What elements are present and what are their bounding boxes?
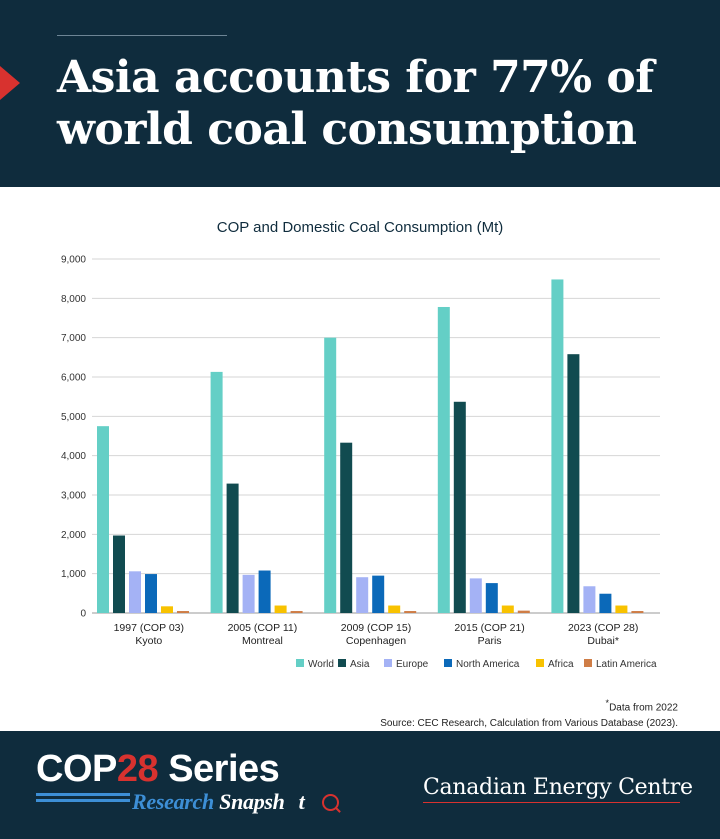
y-tick-label: 4,000 [61, 451, 86, 462]
research-snapshot-logo: Research Snapsh t [132, 789, 305, 814]
legend-label: Europe [396, 659, 429, 670]
legend-label: Asia [350, 659, 370, 670]
footnote-source: Source: CEC Research, Calculation from V… [380, 718, 678, 730]
legend-swatch [338, 659, 346, 667]
legend-swatch [296, 659, 304, 667]
y-tick-label: 6,000 [61, 373, 86, 384]
brand-underline [423, 802, 680, 803]
footnote: *Data from 2022 Source: CEC Research, Ca… [380, 695, 678, 732]
bar-asia [113, 535, 125, 613]
header-rule [57, 35, 227, 36]
logo-stripes [36, 793, 130, 807]
bar-north-america [485, 583, 498, 613]
x-tick-label: Paris [478, 635, 502, 647]
y-tick-label: 1,000 [61, 569, 86, 580]
x-tick-label: Copenhagen [346, 635, 406, 647]
brand-name: Canadian Energy Centre [423, 775, 693, 800]
bar-world [437, 306, 450, 613]
chart-area: COP and Domestic Coal Consumption (Mt) 0 1… [0, 187, 720, 732]
bar-africa [274, 605, 287, 613]
bar-europe [469, 578, 482, 613]
header-arrow-icon [0, 66, 20, 100]
x-tick-label: 2005 (COP 11) [228, 622, 298, 634]
bar-north-america [372, 575, 385, 613]
y-tick-label: 2,000 [61, 530, 86, 541]
y-tick-label: 3,000 [61, 491, 86, 502]
legend-swatch [384, 659, 392, 667]
bar-world [97, 426, 109, 613]
legend-label: Africa [548, 659, 574, 670]
bar-asia [567, 354, 580, 613]
bar-latin-america [177, 611, 189, 613]
bar-latin-america [517, 610, 530, 613]
bar-africa [161, 606, 173, 613]
bar-north-america [599, 593, 612, 613]
legend-swatch [584, 659, 592, 667]
y-tick-label: 0 [80, 609, 86, 620]
bar-latin-america [290, 611, 303, 613]
bar-africa [501, 605, 514, 613]
bar-asia [453, 401, 466, 613]
bar-north-america [145, 574, 157, 613]
chart-title: COP and Domestic Coal Consumption (Mt) [217, 219, 504, 236]
legend-label: North America [456, 659, 520, 670]
x-tick-label: 2023 (COP 28) [568, 622, 638, 634]
x-tick-label: 1997 (COP 03) [114, 622, 184, 634]
cop28-series-logo: COP28 Series [36, 748, 280, 790]
header-banner: Asia accounts for 77% of world coal cons… [0, 0, 720, 187]
x-tick-label: 2009 (COP 15) [341, 622, 411, 634]
y-tick-label: 8,000 [61, 294, 86, 305]
legend-swatch [444, 659, 452, 667]
x-tick-label: Dubai* [587, 635, 619, 647]
bar-africa [388, 605, 401, 613]
x-tick-label: Montreal [242, 635, 283, 647]
legend-swatch [536, 659, 544, 667]
legend-label: World [308, 659, 334, 670]
footnote-data-note: *Data from 2022 [605, 698, 678, 714]
x-tick-label: Kyoto [135, 635, 162, 647]
bar-europe [242, 574, 255, 613]
page-title: Asia accounts for 77% of world coal cons… [57, 52, 654, 155]
legend-label: Latin America [596, 659, 657, 670]
y-tick-label: 9,000 [61, 255, 86, 266]
bar-world [210, 371, 223, 613]
bar-europe [356, 577, 369, 613]
bar-world [324, 337, 337, 613]
bar-north-america [258, 570, 271, 613]
footer: COP28 Series Research Snapsh t Canadian E… [0, 731, 720, 839]
bar-africa [615, 605, 628, 613]
bar-europe [583, 586, 596, 613]
bar-chart: COP and Domestic Coal Consumption (Mt) 0 1… [61, 219, 660, 670]
magnifier-icon [322, 794, 339, 811]
bar-world [551, 279, 564, 613]
y-tick-label: 7,000 [61, 333, 86, 344]
bar-latin-america [404, 611, 417, 613]
bar-asia [226, 483, 239, 613]
bar-europe [129, 571, 141, 613]
y-tick-label: 5,000 [61, 412, 86, 423]
x-tick-label: 2015 (COP 21) [454, 622, 524, 634]
bar-latin-america [631, 611, 644, 613]
bar-asia [340, 442, 353, 613]
